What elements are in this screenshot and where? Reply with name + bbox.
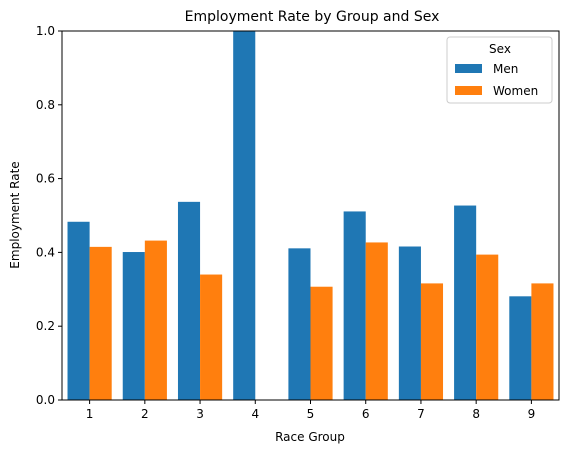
bar-women-group-6: [365, 242, 388, 400]
y-tick-label: 0.8: [36, 98, 55, 112]
bar-women-group-8: [476, 254, 499, 400]
bar-women-group-2: [144, 240, 167, 400]
bar-women-group-1: [89, 246, 112, 400]
bar-men-group-4: [233, 31, 256, 400]
y-tick-label: 0.0: [36, 393, 55, 407]
bar-men-group-5: [288, 248, 311, 400]
x-tick-label: 2: [141, 407, 149, 421]
bar-men-group-3: [177, 201, 201, 400]
bars-layer: [67, 31, 554, 400]
chart-title: Employment Rate by Group and Sex: [185, 9, 440, 25]
bar-women-group-3: [200, 274, 223, 400]
y-tick-label: 0.2: [36, 319, 55, 333]
bar-women-group-9: [531, 283, 554, 400]
y-tick-label: 0.4: [36, 245, 55, 259]
bar-men-group-1: [67, 221, 90, 400]
y-axis-label: Employment Rate: [8, 161, 22, 268]
legend-label-men: Men: [493, 62, 518, 76]
bar-men-group-7: [398, 246, 421, 400]
x-axis-label: Race Group: [275, 430, 345, 444]
bar-men-group-8: [454, 205, 477, 400]
bar-women-group-5: [310, 286, 333, 400]
x-tick-label: 1: [86, 407, 94, 421]
bar-men-group-6: [343, 211, 366, 400]
axes-layer: 0.0 0.2 0.4 0.6 0.8 1.0 1 2 3 4 5 6 7 8 9: [36, 24, 560, 421]
legend-label-women: Women: [493, 84, 538, 98]
x-tick-label: 9: [528, 407, 536, 421]
bar-women-group-7: [420, 283, 444, 400]
y-tick-label: 1.0: [36, 24, 55, 38]
bar-men-group-9: [509, 296, 532, 400]
x-tick-label: 8: [472, 407, 480, 421]
x-tick-label: 7: [417, 407, 425, 421]
legend: Sex Men Women: [446, 36, 553, 104]
x-tick-label: 3: [196, 407, 204, 421]
legend-swatch-women: [455, 86, 482, 95]
legend-swatch-men: [455, 64, 482, 73]
x-tick-label: 4: [251, 407, 259, 421]
legend-title: Sex: [489, 42, 511, 56]
x-tick-label: 5: [307, 407, 315, 421]
bar-men-group-2: [122, 252, 145, 400]
x-tick-label: 6: [362, 407, 370, 421]
y-tick-label: 0.6: [36, 172, 55, 186]
